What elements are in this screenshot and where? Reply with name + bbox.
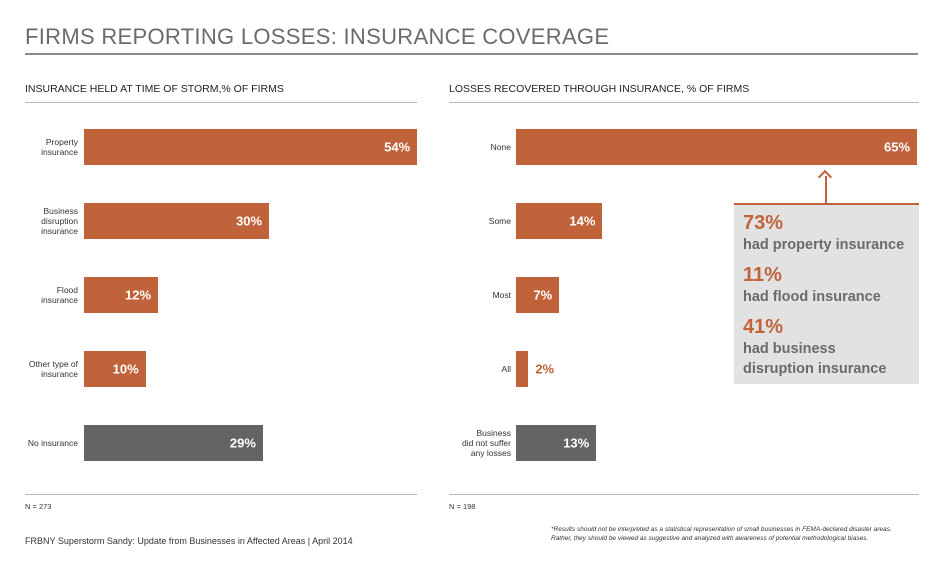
callout-text: had business disruption insurance [743, 341, 887, 377]
callout-text: had property insurance [743, 237, 905, 253]
category-label: All [501, 364, 511, 374]
callout-arrow-head [817, 169, 833, 185]
category-label: Other type of insurance [28, 359, 78, 379]
value-label: 7% [533, 287, 553, 303]
value-label: 12% [125, 287, 152, 303]
value-label: 14% [569, 213, 596, 229]
bar [84, 351, 146, 387]
header-rule [25, 102, 417, 103]
bottom-rule [25, 494, 417, 495]
bottom-rule [449, 494, 919, 495]
header-rule [449, 102, 919, 103]
sample-note: N = 198 [449, 502, 476, 511]
category-label: Property insurance [41, 137, 78, 157]
bar [84, 129, 418, 165]
bar [516, 203, 603, 239]
bar [516, 351, 529, 387]
value-label: 65% [884, 139, 911, 155]
value-label: 30% [236, 213, 263, 229]
bar [84, 203, 270, 239]
category-label: Most [492, 290, 511, 300]
callout-figure: 11% [743, 264, 782, 286]
page-title: FIRMS REPORTING LOSSES: INSURANCE COVERA… [25, 24, 610, 49]
bar [516, 277, 560, 313]
value-label: 10% [112, 361, 139, 377]
sample-note: N = 273 [25, 502, 52, 511]
disclaimer: *Results should not be interpreted as a … [551, 526, 892, 542]
title-rule [25, 53, 918, 55]
category-label: Some [488, 216, 511, 226]
value-label: 29% [229, 435, 256, 451]
category-label: Flood insurance [41, 285, 78, 305]
callout-figure: 41% [743, 316, 784, 338]
value-label: 13% [563, 435, 590, 451]
bar [84, 277, 159, 313]
callout-arrow [825, 176, 827, 203]
chart-title: LOSSES RECOVERED THROUGH INSURANCE, % OF… [449, 83, 750, 95]
bar [516, 425, 597, 461]
bar [84, 425, 263, 461]
category-label: No insurance [27, 438, 78, 448]
bar [516, 129, 918, 165]
category-label: Business did not suffer any losses [462, 428, 511, 458]
callout-box [734, 203, 919, 384]
chart-title: INSURANCE HELD AT TIME OF STORM,% OF FIR… [25, 83, 284, 95]
category-label: None [490, 142, 511, 152]
callout-figure: 73% [743, 212, 784, 234]
callout-text: had flood insurance [743, 289, 881, 305]
category-label: Business disruption insurance [41, 206, 78, 236]
value-label: 54% [384, 139, 411, 155]
value-label: 2% [535, 361, 555, 377]
source: FRBNY Superstorm Sandy: Update from Busi… [25, 536, 353, 546]
